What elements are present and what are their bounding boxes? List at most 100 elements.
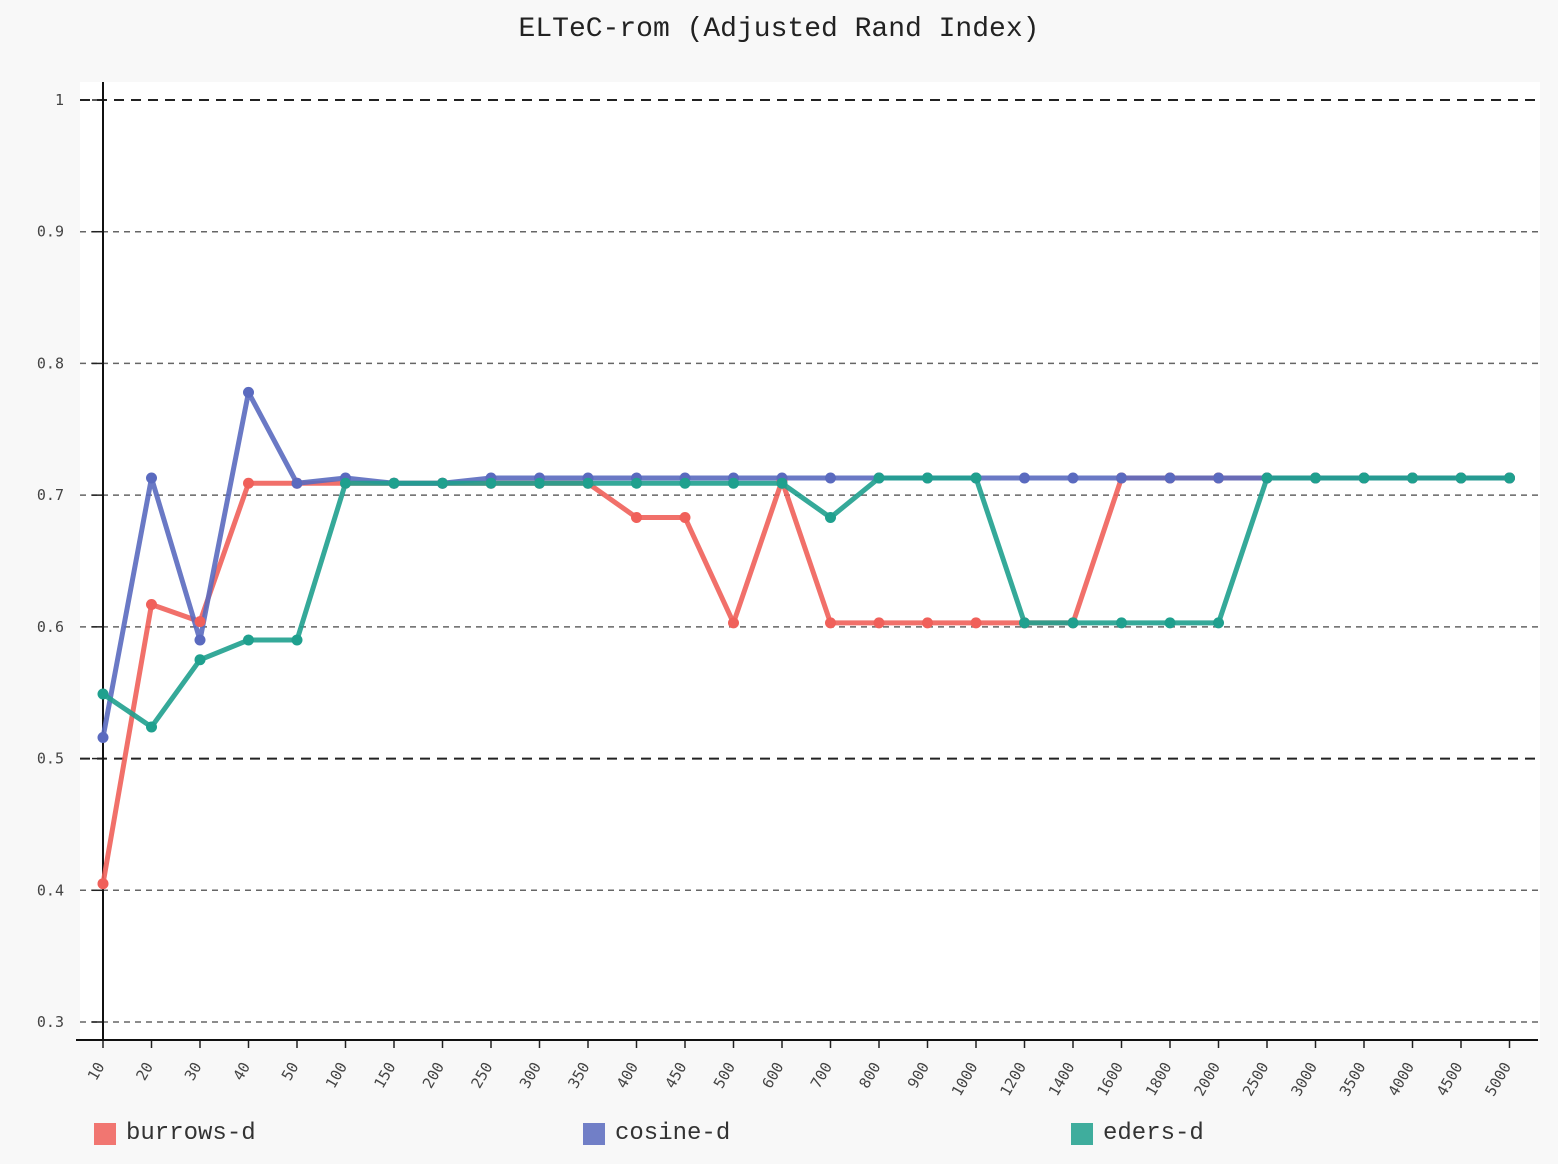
data-point-cosine-d[interactable] — [1067, 472, 1079, 484]
data-point-burrows-d[interactable] — [679, 512, 691, 524]
x-tick-label: 900 — [904, 1059, 933, 1091]
x-tick-label: 3500 — [1336, 1059, 1370, 1099]
y-tick-label: 0.7 — [37, 486, 64, 504]
data-point-eders-d[interactable] — [1164, 617, 1176, 629]
data-point-burrows-d[interactable] — [873, 617, 885, 629]
x-tick-label: 200 — [419, 1059, 448, 1091]
x-tick-label: 800 — [855, 1059, 884, 1091]
x-tick-label: 400 — [613, 1059, 642, 1091]
x-tick-label: 2000 — [1190, 1059, 1224, 1099]
x-tick-label: 30 — [181, 1059, 206, 1084]
legend-swatch-cosine-d — [583, 1122, 605, 1145]
x-tick-label: 10 — [84, 1059, 109, 1084]
data-point-eders-d[interactable] — [728, 477, 739, 489]
data-point-cosine-d[interactable] — [243, 386, 254, 398]
data-point-eders-d[interactable] — [1116, 617, 1127, 629]
data-point-cosine-d[interactable] — [1019, 472, 1030, 484]
data-point-burrows-d[interactable] — [194, 616, 206, 628]
data-point-eders-d[interactable] — [1310, 472, 1321, 484]
x-tick-labels: 10 20 30 40 50 100 150 200 250 300 350 400 450 500 600… — [84, 1040, 1515, 1099]
data-point-eders-d[interactable] — [340, 477, 351, 489]
legend-swatch-burrows-d — [94, 1122, 116, 1145]
legend-item-cosine-d[interactable]: cosine-d — [583, 1120, 730, 1147]
data-point-cosine-d[interactable] — [146, 472, 157, 484]
data-point-burrows-d[interactable] — [825, 617, 836, 629]
x-tick-label: 3000 — [1287, 1059, 1321, 1099]
data-point-eders-d[interactable] — [388, 477, 400, 489]
data-point-eders-d[interactable] — [97, 688, 109, 700]
data-point-burrows-d[interactable] — [922, 617, 933, 629]
data-point-eders-d[interactable] — [776, 477, 788, 489]
data-point-eders-d[interactable] — [1213, 617, 1224, 629]
data-point-cosine-d[interactable] — [1164, 472, 1176, 484]
y-tick-labels: 1 0.9 0.8 0.7 0.6 0.5 0.4 0.3 — [37, 91, 64, 1031]
data-point-cosine-d[interactable] — [194, 634, 206, 646]
data-point-eders-d[interactable] — [1407, 472, 1418, 484]
data-point-eders-d[interactable] — [922, 472, 933, 484]
data-point-eders-d[interactable] — [291, 634, 303, 646]
data-point-cosine-d[interactable] — [1116, 472, 1127, 484]
x-tick-label: 20 — [132, 1059, 157, 1084]
data-point-burrows-d[interactable] — [728, 617, 739, 629]
x-tick-label: 50 — [278, 1059, 303, 1084]
data-point-eders-d[interactable] — [437, 477, 448, 489]
data-point-eders-d[interactable] — [194, 654, 206, 666]
y-tick-label: 0.3 — [37, 1013, 64, 1031]
data-point-eders-d[interactable] — [534, 477, 545, 489]
y-tick-label: 0.8 — [37, 354, 64, 372]
data-point-eders-d[interactable] — [825, 512, 836, 524]
legend-item-eders-d[interactable]: eders-d — [1071, 1120, 1204, 1147]
x-tick-label: 350 — [564, 1059, 593, 1091]
data-point-cosine-d[interactable] — [97, 731, 109, 743]
data-point-eders-d[interactable] — [243, 634, 254, 646]
data-point-eders-d[interactable] — [1455, 472, 1467, 484]
legend-label-cosine-d: cosine-d — [615, 1120, 731, 1147]
data-point-eders-d[interactable] — [1019, 617, 1030, 629]
y-tick-label: 0.5 — [37, 750, 64, 768]
data-point-eders-d[interactable] — [485, 477, 497, 489]
x-tick-label: 1800 — [1142, 1059, 1176, 1099]
x-tick-label: 450 — [661, 1059, 690, 1091]
y-tick-label: 0.6 — [37, 618, 64, 636]
x-tick-label: 4000 — [1384, 1059, 1418, 1099]
legend-item-burrows-d[interactable]: burrows-d — [94, 1120, 256, 1147]
data-point-eders-d[interactable] — [970, 472, 982, 484]
data-point-burrows-d[interactable] — [631, 512, 642, 524]
data-point-eders-d[interactable] — [1261, 472, 1273, 484]
y-tick-label: 0.4 — [37, 881, 64, 899]
data-point-cosine-d[interactable] — [1213, 472, 1224, 484]
y-tick-label: 1 — [55, 91, 64, 109]
data-point-burrows-d[interactable] — [146, 598, 157, 610]
x-tick-label: 2500 — [1239, 1059, 1273, 1099]
data-point-eders-d[interactable] — [1067, 617, 1079, 629]
x-tick-label: 300 — [516, 1059, 545, 1091]
data-point-burrows-d[interactable] — [243, 477, 254, 489]
x-tick-label: 40 — [229, 1059, 254, 1084]
data-point-burrows-d[interactable] — [970, 617, 982, 629]
x-tick-label: 1600 — [1093, 1059, 1127, 1099]
series-line-eders-d — [101, 475, 1510, 730]
series-lines — [97, 386, 1515, 890]
legend-label-eders-d: eders-d — [1103, 1120, 1204, 1147]
data-point-eders-d[interactable] — [873, 472, 885, 484]
data-point-cosine-d[interactable] — [825, 472, 836, 484]
x-tick-label: 100 — [322, 1059, 351, 1091]
data-point-eders-d[interactable] — [1504, 472, 1515, 484]
chart-title: ELTeC-rom (Adjusted Rand Index) — [518, 14, 1040, 45]
data-point-eders-d[interactable] — [582, 477, 594, 489]
x-tick-label: 1000 — [948, 1059, 982, 1099]
data-point-burrows-d[interactable] — [97, 878, 109, 890]
data-point-eders-d[interactable] — [631, 477, 642, 489]
data-point-eders-d[interactable] — [1358, 472, 1370, 484]
x-tick-label: 500 — [710, 1059, 739, 1091]
x-tick-label: 700 — [807, 1059, 836, 1091]
y-tick-label: 0.9 — [37, 223, 64, 241]
grid-lines — [80, 99, 1538, 1023]
x-tick-label: 600 — [758, 1059, 787, 1091]
x-tick-label: 5000 — [1481, 1059, 1515, 1099]
x-tick-label: 1200 — [996, 1059, 1030, 1099]
data-point-cosine-d[interactable] — [291, 477, 303, 489]
data-point-eders-d[interactable] — [679, 477, 691, 489]
legend-label-burrows-d: burrows-d — [126, 1120, 256, 1147]
data-point-eders-d[interactable] — [146, 721, 157, 733]
